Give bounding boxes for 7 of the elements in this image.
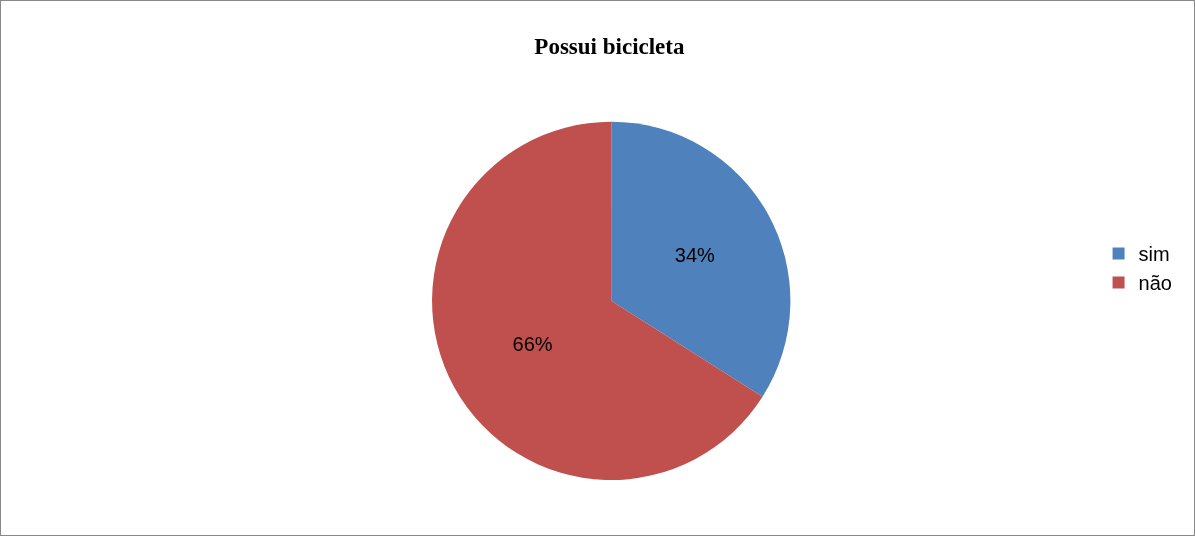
pie-slice <box>611 121 791 397</box>
legend-label: sim <box>1138 243 1170 266</box>
data-label: 66% <box>512 333 553 355</box>
pie-slice <box>432 121 763 480</box>
data-label: 34% <box>674 243 716 266</box>
legend-label: não <box>1138 272 1172 295</box>
chart-title: Possui bicicleta <box>534 34 685 60</box>
